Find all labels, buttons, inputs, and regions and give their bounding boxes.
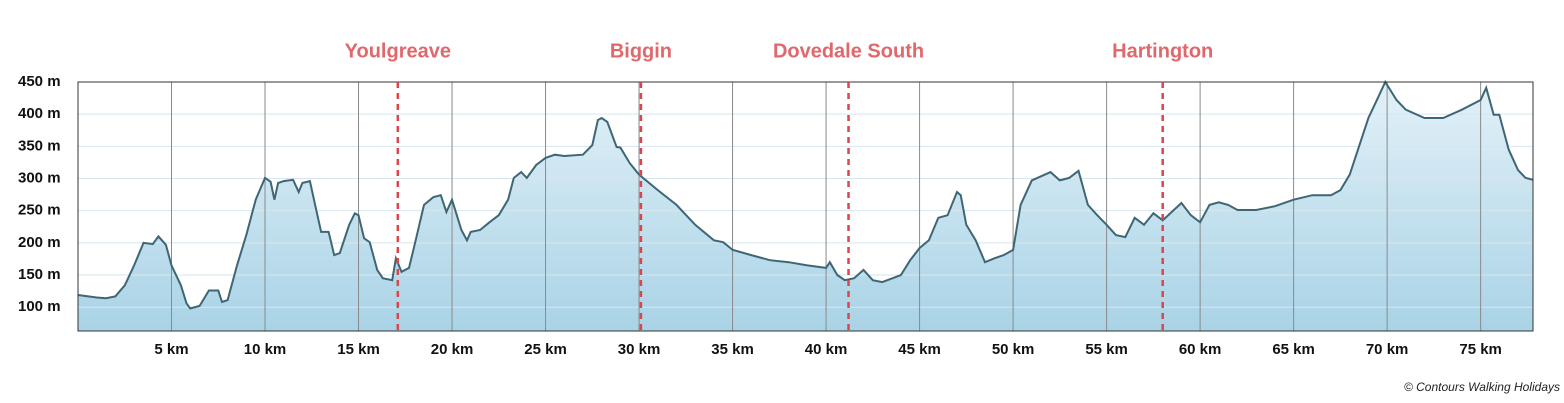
marker-label: Biggin [610, 40, 672, 62]
y-tick-label: 350 m [18, 137, 61, 154]
area-fill [78, 82, 1533, 331]
x-tick-label: 50 km [992, 341, 1035, 358]
x-tick-label: 55 km [1085, 341, 1128, 358]
x-tick-label: 40 km [805, 341, 848, 358]
x-tick-label: 15 km [337, 341, 380, 358]
y-tick-label: 450 m [18, 73, 61, 90]
x-tick-label: 20 km [431, 341, 474, 358]
credit: © Contours Walking Holidays [1404, 380, 1560, 394]
x-tick-label: 75 km [1459, 341, 1502, 358]
marker-label: Dovedale South [773, 40, 924, 62]
plot-frame [77, 81, 1534, 332]
x-tick-label: 5 km [154, 341, 188, 358]
x-tick-label: 25 km [524, 341, 567, 358]
marker-label: Youlgreave [345, 40, 451, 62]
marker-label: Hartington [1112, 40, 1213, 62]
y-tick-label: 300 m [18, 169, 61, 186]
y-tick-label: 200 m [18, 234, 61, 251]
x-tick-label: 65 km [1272, 341, 1315, 358]
y-tick-label: 100 m [18, 298, 61, 315]
x-tick-label: 10 km [244, 341, 287, 358]
x-tick-label: 35 km [711, 341, 754, 358]
y-tick-label: 400 m [18, 105, 61, 122]
x-tick-label: 45 km [898, 341, 941, 358]
x-tick-label: 70 km [1366, 341, 1409, 358]
x-tick-label: 30 km [618, 341, 661, 358]
y-tick-label: 150 m [18, 266, 61, 283]
elevation-line [77, 79, 1534, 310]
x-tick-label: 60 km [1179, 341, 1222, 358]
y-tick-label: 250 m [18, 202, 61, 219]
